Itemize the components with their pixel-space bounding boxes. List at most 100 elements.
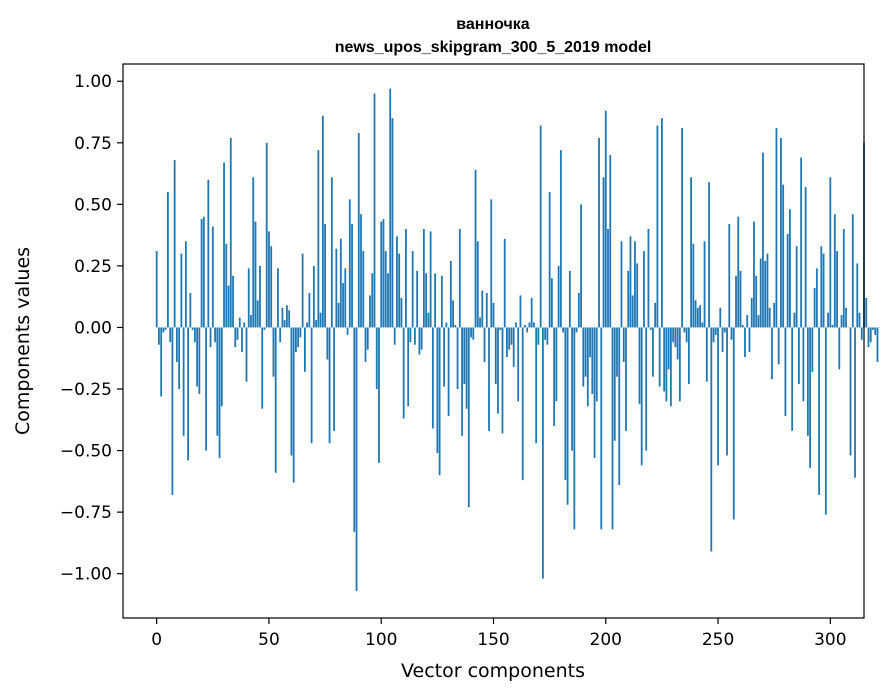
- bar: [431, 327, 434, 429]
- bar: [364, 327, 367, 362]
- bar: [414, 327, 416, 345]
- bar: [665, 327, 668, 402]
- bar: [274, 327, 277, 473]
- bar: [245, 327, 248, 382]
- y-tick-label: 0.00: [74, 318, 112, 338]
- bar: [874, 327, 877, 335]
- bar: [780, 137, 782, 328]
- bar: [214, 327, 216, 343]
- bar: [380, 221, 383, 328]
- bar: [548, 192, 551, 328]
- bar: [687, 327, 690, 385]
- bar: [160, 327, 163, 397]
- bar: [784, 327, 787, 417]
- bar: [575, 327, 578, 333]
- bar: [782, 184, 785, 328]
- bar: [732, 327, 735, 520]
- bar: [315, 320, 318, 328]
- bar: [609, 155, 612, 328]
- bar: [822, 253, 825, 328]
- bar: [155, 251, 158, 328]
- bar: [490, 199, 493, 328]
- x-tick-label: 300: [814, 630, 846, 650]
- bar: [488, 327, 490, 431]
- bar: [467, 327, 470, 508]
- bar: [661, 118, 663, 328]
- bar: [669, 327, 672, 407]
- bar: [456, 327, 459, 390]
- bar: [757, 315, 760, 328]
- bar: [180, 253, 183, 328]
- bar: [184, 241, 187, 328]
- bar: [647, 228, 650, 328]
- bar: [241, 327, 243, 353]
- bar: [735, 275, 737, 328]
- bar: [272, 327, 275, 377]
- x-axis-ticks: 0 50 100 150 200 250 300: [151, 618, 847, 650]
- x-tick-label: 200: [590, 630, 622, 650]
- bar: [297, 327, 300, 348]
- bar: [182, 327, 185, 436]
- bar: [703, 241, 706, 328]
- bar: [544, 327, 547, 340]
- bar: [739, 270, 742, 328]
- bar: [573, 327, 576, 530]
- bar: [690, 177, 692, 328]
- bar: [652, 327, 654, 377]
- bar: [263, 327, 266, 330]
- bar: [463, 327, 466, 385]
- bar: [492, 302, 495, 328]
- bar: [303, 327, 306, 372]
- bar: [539, 125, 542, 328]
- bar: [524, 325, 526, 328]
- bar: [840, 315, 843, 328]
- bar: [831, 325, 834, 328]
- bar: [167, 192, 169, 328]
- bar: [211, 226, 214, 328]
- bar: [629, 236, 632, 328]
- bar: [746, 315, 749, 328]
- bar: [229, 137, 232, 328]
- bar: [474, 169, 477, 328]
- bar: [470, 327, 472, 338]
- y-tick-label: −0.75: [60, 503, 112, 523]
- y-tick-label: −0.50: [60, 442, 112, 462]
- bar: [598, 137, 600, 328]
- bar: [445, 322, 448, 328]
- bar: [281, 307, 284, 328]
- bar: [607, 228, 609, 328]
- bar: [535, 327, 538, 444]
- bar: [193, 327, 196, 343]
- bar: [528, 322, 531, 328]
- bar: [256, 300, 259, 328]
- bar: [800, 157, 803, 328]
- y-tick-label: −1.00: [60, 565, 112, 585]
- bar: [537, 327, 540, 345]
- bar: [656, 125, 659, 328]
- bar: [649, 327, 652, 330]
- bar: [422, 228, 425, 328]
- bar: [418, 327, 421, 355]
- bar: [407, 327, 410, 407]
- bar: [342, 283, 344, 328]
- bar: [162, 327, 165, 333]
- bar: [371, 273, 374, 328]
- bar: [577, 292, 580, 328]
- bar: [753, 221, 755, 328]
- bar: [638, 327, 641, 404]
- bar: [409, 327, 412, 343]
- bar: [218, 327, 221, 458]
- bar: [382, 219, 385, 328]
- bar: [301, 253, 304, 328]
- bar: [696, 307, 699, 328]
- bar: [400, 297, 403, 328]
- bar: [200, 219, 203, 328]
- bar: [762, 152, 764, 328]
- bar: [553, 327, 556, 426]
- bar: [683, 327, 686, 333]
- bar: [854, 327, 856, 478]
- bar: [283, 320, 286, 328]
- bar: [268, 231, 270, 328]
- bar: [559, 150, 562, 328]
- bar: [324, 224, 326, 328]
